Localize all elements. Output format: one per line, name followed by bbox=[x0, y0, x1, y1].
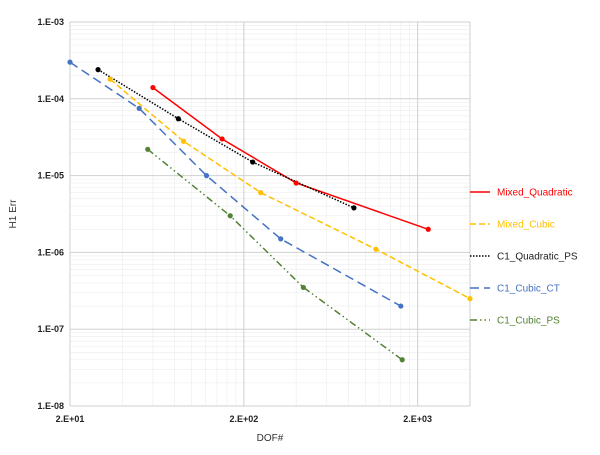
legend-label-C1_Cubic_PS: C1_Cubic_PS bbox=[497, 316, 560, 327]
data-point-C1_Cubic_CT bbox=[67, 59, 73, 65]
data-point-Mixed_Quadratic bbox=[425, 226, 431, 232]
y-tick-label: 1.E-04 bbox=[37, 94, 64, 104]
data-point-C1_Cubic_CT bbox=[278, 236, 284, 242]
y-axis-title: H1 Err bbox=[8, 199, 19, 229]
legend: Mixed_Quadratic Mixed_Cubic C1_Quadratic_P… bbox=[470, 188, 578, 327]
series-line-Mixed_Cubic bbox=[109, 78, 471, 300]
data-point-Mixed_Cubic bbox=[467, 296, 473, 302]
data-point-Mixed_Cubic bbox=[180, 138, 187, 144]
data-point-C1_Cubic_CT bbox=[398, 303, 404, 309]
y-tick-label: 1.E-05 bbox=[37, 171, 64, 181]
data-point-C1_Quadratic_PS bbox=[175, 116, 181, 122]
x-tick-label: 2.E+02 bbox=[229, 414, 258, 424]
legend-label-C1_Quadratic_PS: C1_Quadratic_PS bbox=[497, 252, 578, 263]
data-point-Mixed_Quadratic bbox=[150, 84, 156, 91]
y-tick-label: 1.E-08 bbox=[37, 401, 64, 411]
legend-label-C1_Cubic_CT: C1_Cubic_CT bbox=[497, 284, 560, 295]
series-line-C1_Cubic_PS bbox=[147, 148, 403, 361]
data-point-Mixed_Quadratic bbox=[219, 136, 225, 142]
data-point-C1_Cubic_PS bbox=[399, 357, 405, 363]
data-point-C1_Quadratic_PS bbox=[95, 66, 101, 73]
data-point-C1_Cubic_PS bbox=[300, 284, 306, 291]
y-tick-label: 1.E-03 bbox=[37, 17, 64, 27]
data-point-C1_Cubic_PS bbox=[227, 213, 233, 219]
minor-grid bbox=[70, 22, 471, 406]
series-lines bbox=[69, 61, 471, 361]
x-tick-label: 2.E+01 bbox=[56, 414, 85, 424]
x-tick-label: 2.E+03 bbox=[403, 414, 432, 424]
data-point-Mixed_Cubic bbox=[258, 190, 264, 196]
major-grid bbox=[69, 21, 471, 407]
legend-label-Mixed_Cubic: Mixed_Cubic bbox=[497, 220, 555, 231]
data-point-C1_Quadratic_PS bbox=[351, 205, 357, 211]
y-tick-label: 1.E-07 bbox=[37, 324, 64, 334]
data-point-Mixed_Cubic bbox=[373, 246, 379, 252]
legend-label-Mixed_Quadratic: Mixed_Quadratic bbox=[497, 188, 573, 199]
data-point-C1_Cubic_PS bbox=[145, 146, 151, 152]
data-point-Mixed_Cubic bbox=[107, 76, 113, 82]
y-tick-label: 1.E-06 bbox=[37, 247, 64, 257]
series-line-Mixed_Quadratic bbox=[152, 86, 429, 231]
data-point-C1_Quadratic_PS bbox=[250, 159, 256, 165]
tick-labels: 1.E-03 1.E-04 1.E-05 1.E-06 1.E-07 1.E-08 2.E+… bbox=[37, 17, 432, 424]
series-points bbox=[67, 59, 473, 363]
x-axis-title: DOF# bbox=[257, 433, 284, 444]
data-point-C1_Cubic_CT bbox=[203, 173, 210, 179]
data-point-Mixed_Quadratic bbox=[293, 180, 299, 186]
data-point-C1_Cubic_CT bbox=[136, 105, 142, 111]
